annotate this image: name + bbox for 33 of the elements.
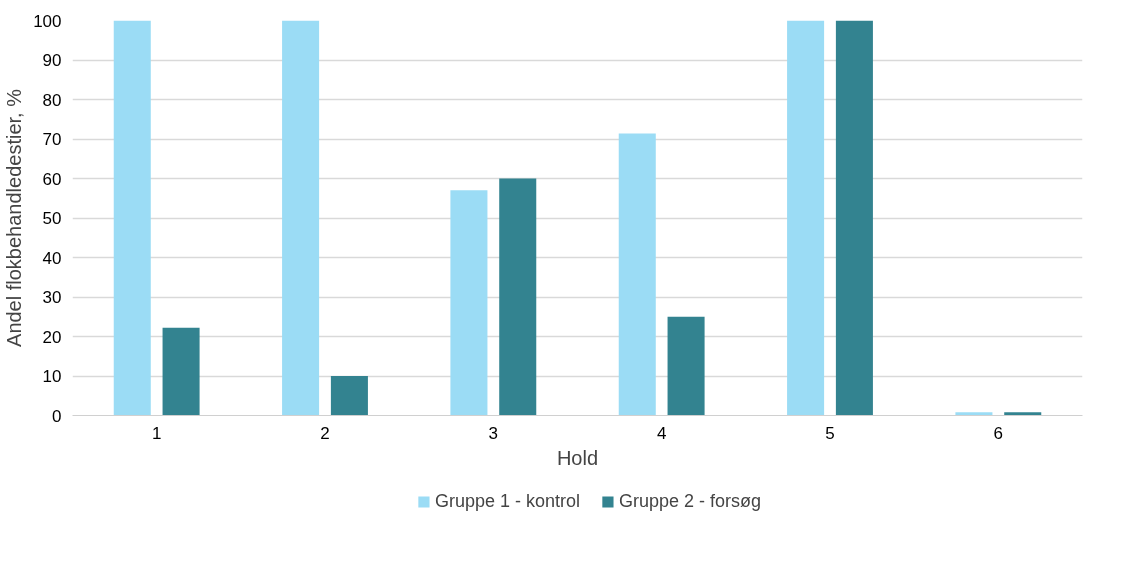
bar bbox=[450, 190, 488, 416]
y-tick-label: 80 bbox=[42, 90, 62, 110]
x-tick-label: 4 bbox=[656, 423, 667, 443]
legend-label: Gruppe 2 - forsøg bbox=[619, 490, 762, 512]
y-tick-label: 10 bbox=[42, 367, 62, 386]
bar bbox=[113, 20, 151, 416]
y-tick-label: 90 bbox=[42, 51, 62, 70]
x-tick-label: 6 bbox=[993, 423, 1004, 443]
y-tick-label: 70 bbox=[42, 130, 62, 149]
x-tick-label: 2 bbox=[320, 423, 330, 443]
x-tick-label: 3 bbox=[488, 423, 499, 443]
bar bbox=[667, 316, 705, 416]
legend-label: Gruppe 1 - kontrol bbox=[434, 490, 581, 512]
bar bbox=[955, 412, 993, 416]
bar bbox=[835, 20, 873, 416]
bar bbox=[618, 133, 656, 416]
y-tick-label: 40 bbox=[42, 248, 62, 268]
bar bbox=[1004, 412, 1042, 416]
y-tick-label: 50 bbox=[42, 209, 62, 228]
bar bbox=[499, 178, 537, 416]
y-tick-label: 20 bbox=[42, 327, 62, 347]
bar bbox=[162, 327, 200, 416]
bar bbox=[282, 20, 320, 416]
y-tick-label: 100 bbox=[33, 11, 62, 31]
y-tick-label: 0 bbox=[52, 406, 62, 426]
y-axis-title: Andel flokbehandledestier, % bbox=[3, 88, 26, 347]
x-tick-label: 5 bbox=[825, 423, 835, 443]
y-tick-label: 30 bbox=[42, 288, 62, 307]
bar bbox=[330, 376, 368, 416]
x-tick-label: 1 bbox=[151, 423, 162, 443]
y-tick-label: 60 bbox=[42, 169, 62, 189]
x-axis-title: Hold bbox=[556, 446, 599, 469]
bar bbox=[787, 20, 825, 416]
